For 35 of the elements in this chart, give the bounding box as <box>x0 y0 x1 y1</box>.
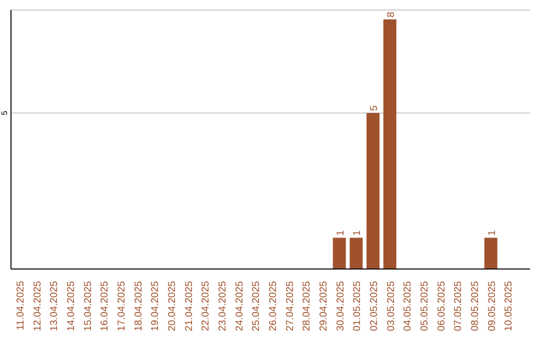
data-label: 1 <box>335 230 346 236</box>
x-tick-label: 28.04.2025 <box>302 280 313 332</box>
x-tick-label: 08.05.2025 <box>470 280 481 332</box>
x-tick-label: 24.04.2025 <box>234 280 246 332</box>
x-tick-label: 21.04.2025 <box>184 280 195 332</box>
x-tick-label: 23.04.2025 <box>217 280 228 332</box>
x-tick-label: 26.04.2025 <box>268 280 279 332</box>
x-tick-label: 27.04.2025 <box>284 280 296 332</box>
x-tick-label: 19.04.2025 <box>150 280 162 332</box>
x-tick-label: 29.04.2025 <box>318 280 330 332</box>
x-tick-label: 04.05.2025 <box>402 280 414 332</box>
data-label: 1 <box>352 230 364 236</box>
x-tick-label: 30.04.2025 <box>335 280 346 332</box>
x-tick-label: 22.04.2025 <box>200 280 212 332</box>
x-tick-label: 11.04.2025 <box>15 280 26 330</box>
x-tick-label: 12.04.2025 <box>32 280 44 332</box>
x-tick-label: 01.05.2025 <box>352 280 364 332</box>
x-tick-label: 02.05.2025 <box>368 280 380 332</box>
data-label: 8 <box>386 11 397 18</box>
x-tick-label: 18.04.2025 <box>133 280 144 332</box>
data-label: 1 <box>486 230 498 236</box>
x-tick-label: 17.04.2025 <box>116 280 128 332</box>
x-tick-label: 05.05.2025 <box>419 280 430 332</box>
x-tick-label: 10.05.2025 <box>504 280 515 332</box>
data-label: 5 <box>369 104 380 111</box>
x-tick-label: 20.04.2025 <box>166 280 178 332</box>
x-tick-label: 14.04.2025 <box>66 280 77 332</box>
x-tick-label: 13.04.2025 <box>49 280 60 332</box>
x-tick-label: 06.05.2025 <box>436 280 448 332</box>
x-tick-label: 03.05.2025 <box>386 280 397 332</box>
x-tick-label: 09.05.2025 <box>486 280 498 332</box>
x-tick-label: 16.04.2025 <box>100 280 111 332</box>
x-tick-label: 25.04.2025 <box>251 280 262 332</box>
x-tick-label: 15.04.2025 <box>82 280 94 332</box>
x-tick-label: 07.05.2025 <box>453 280 464 332</box>
